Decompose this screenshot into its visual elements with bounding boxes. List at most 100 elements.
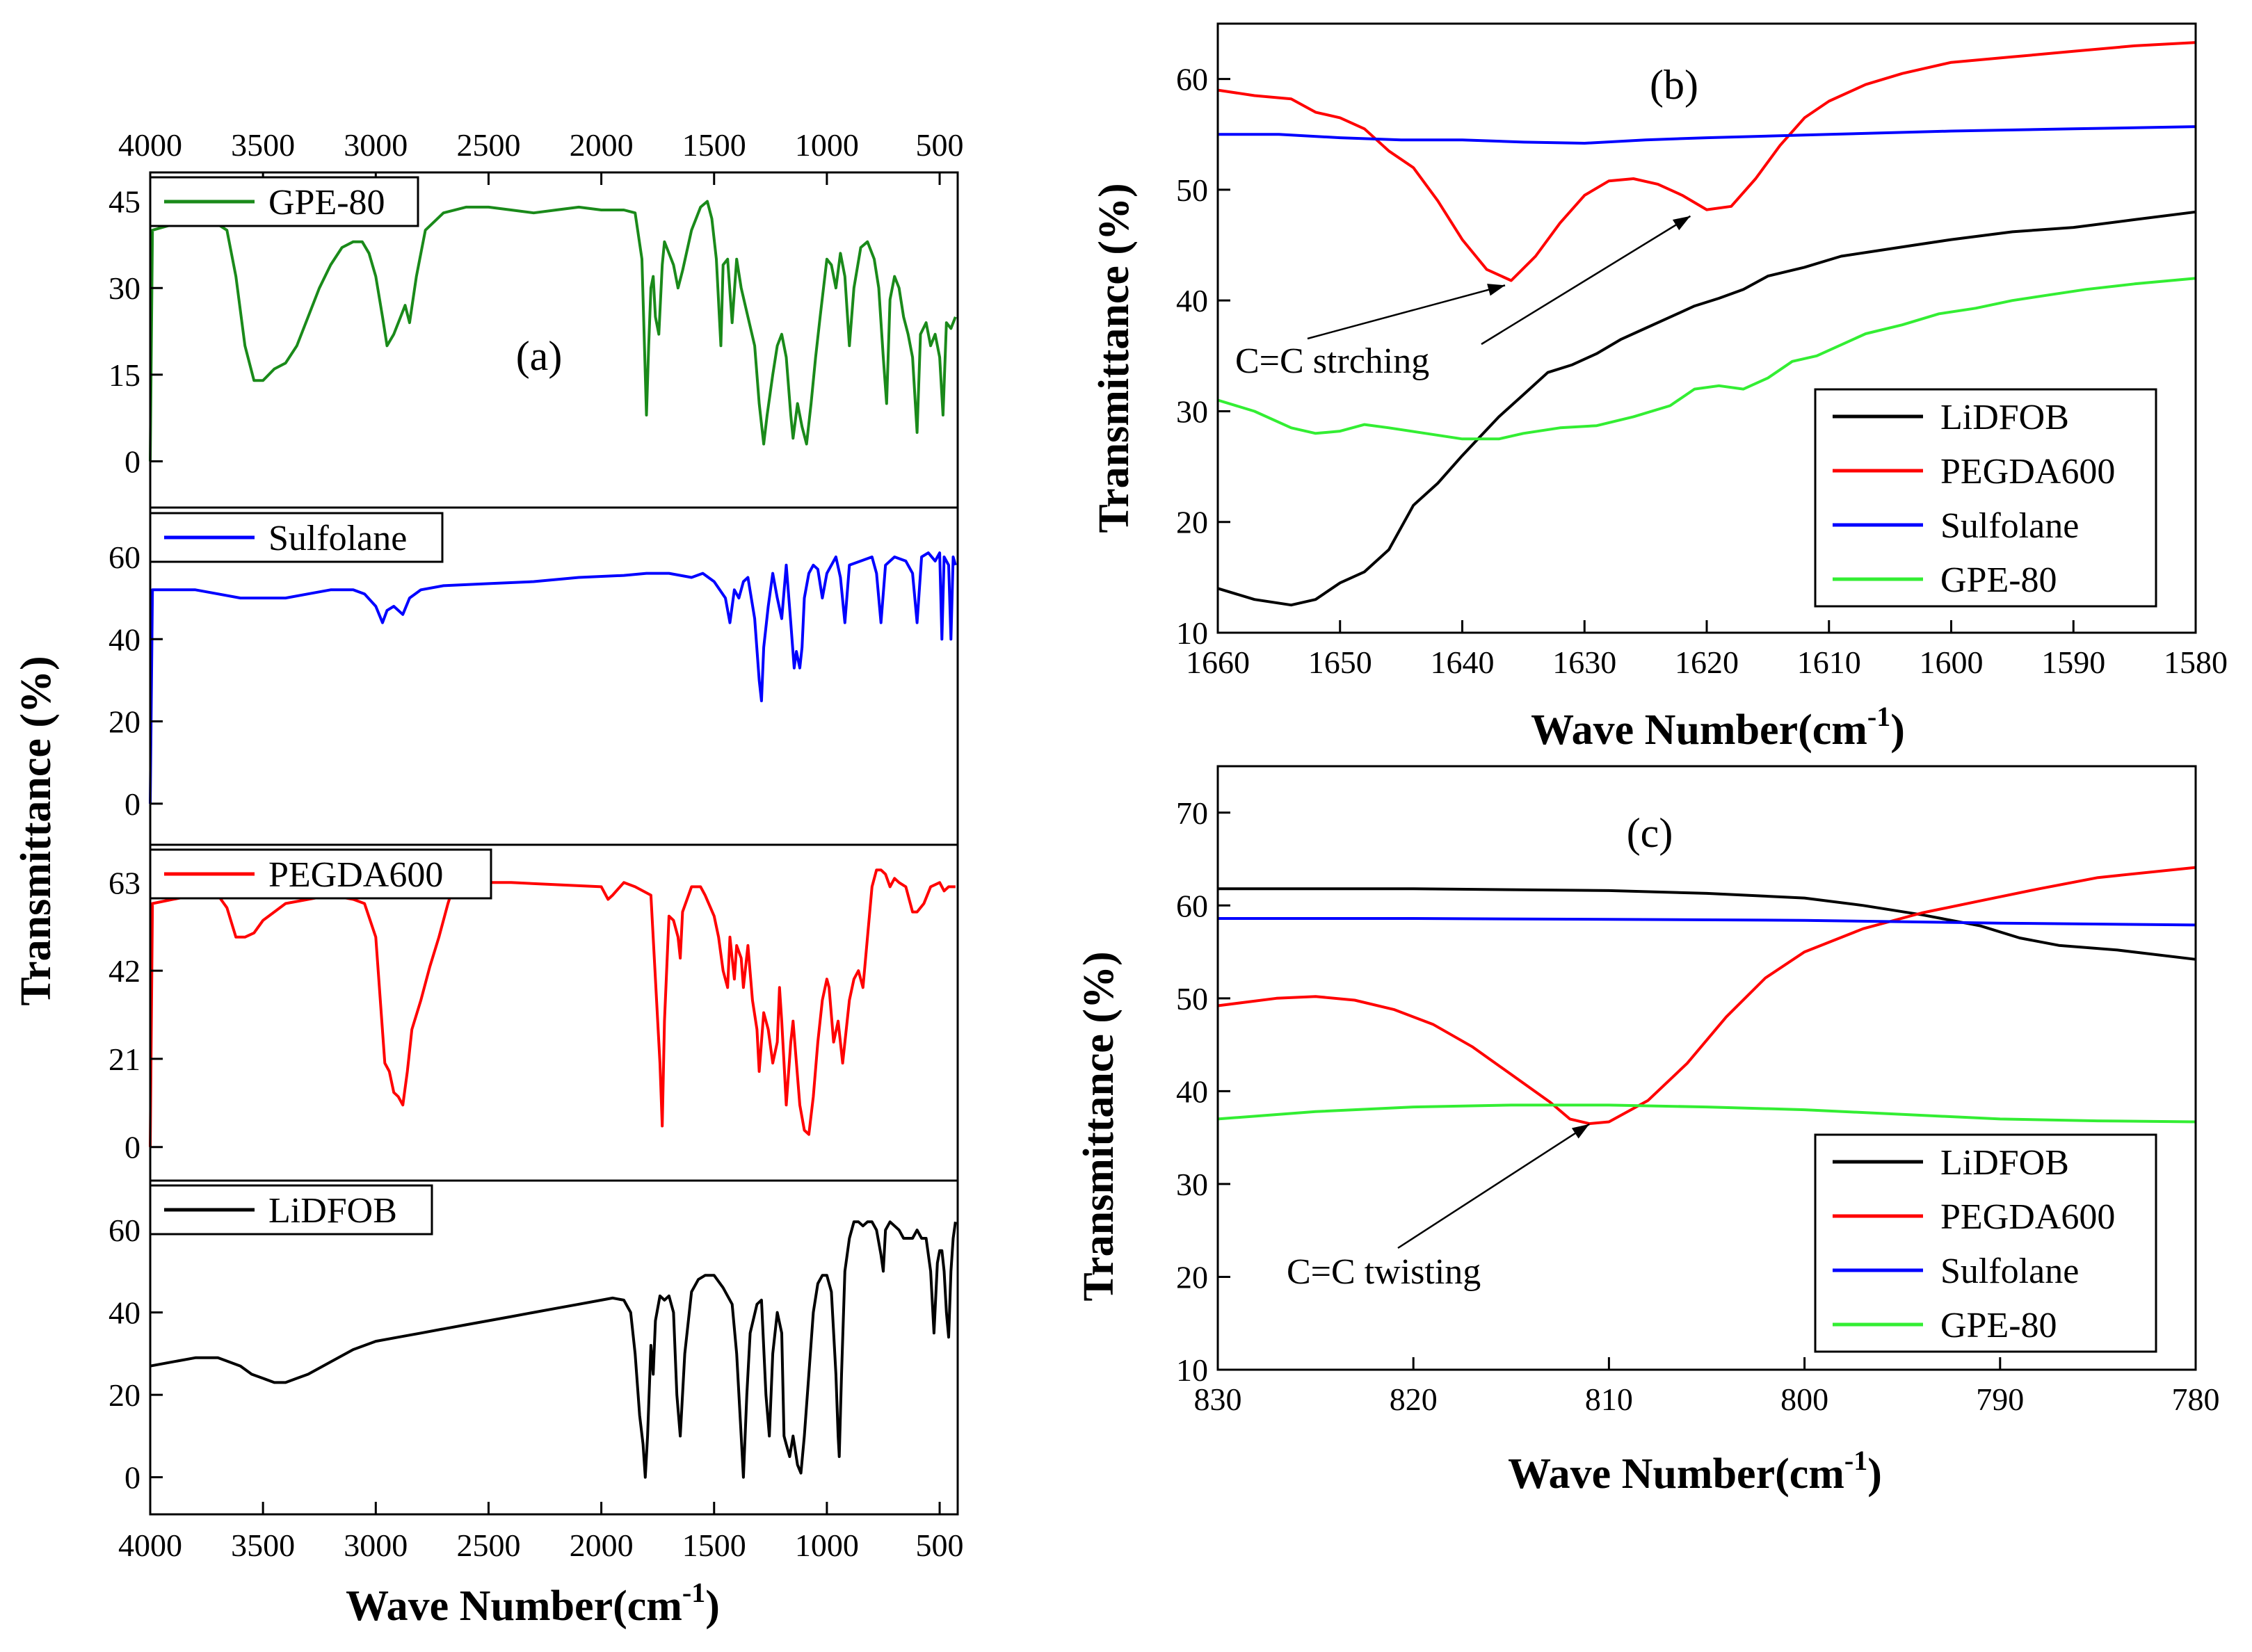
panel-b-label: (b) bbox=[1650, 62, 1698, 108]
series-line-sulfolane bbox=[149, 551, 957, 804]
x-tick-label: 4000 bbox=[118, 1528, 182, 1563]
x-tick-label: 1000 bbox=[795, 1528, 859, 1563]
x-tick-label: 2500 bbox=[456, 1528, 520, 1563]
series-line-sulfolane bbox=[1218, 917, 2196, 927]
y-tick-label: 15 bbox=[108, 357, 140, 393]
panel-c-y-axis-title: Transmittance (%) bbox=[1075, 951, 1123, 1301]
x-tick-label: 800 bbox=[1780, 1382, 1828, 1417]
panel-a-x-axis-title: Wave Number(cm-1) bbox=[346, 1577, 720, 1630]
y-tick-label: 20 bbox=[1176, 505, 1208, 540]
panel-a-label: (a) bbox=[516, 333, 563, 379]
series-line-gpe-80 bbox=[1217, 1103, 2196, 1124]
panel-c-frame bbox=[1216, 765, 2197, 1371]
y-tick-label: 50 bbox=[1176, 981, 1208, 1017]
panel-a-y-axis-title: Transmittance (%) bbox=[13, 656, 60, 1005]
y-tick-label: 0 bbox=[124, 444, 140, 480]
y-tick-label: 60 bbox=[1176, 888, 1208, 923]
series-line-gpe-80 bbox=[149, 200, 957, 462]
annotation-arrowhead bbox=[1487, 284, 1506, 296]
annotation-arrowhead bbox=[1571, 1124, 1590, 1139]
legend-label-gpe-80: GPE-80 bbox=[1940, 1306, 2057, 1345]
x-tick-label: 3000 bbox=[344, 1528, 408, 1563]
x-tick-label: 1630 bbox=[1552, 645, 1616, 680]
panel-c-label: (c) bbox=[1627, 810, 1673, 856]
y-tick-label: 20 bbox=[108, 1377, 140, 1413]
y-tick-label: 10 bbox=[1176, 1352, 1208, 1388]
y-tick-label: 0 bbox=[124, 1130, 140, 1165]
panel-b-x-axis-title: Wave Number(cm-1) bbox=[1531, 701, 1905, 754]
panel-b-chart: 1660 1650 1640 1630 1620 1610 1600 1590 1580 10 2… bbox=[1091, 22, 2228, 754]
panel-b-annotation-arrows bbox=[1307, 215, 1691, 346]
x-tick-label: 3500 bbox=[231, 1528, 295, 1563]
x-tick-label: 1650 bbox=[1308, 645, 1372, 680]
x-tick-label: 1640 bbox=[1431, 645, 1495, 680]
panel-c-annotation-arrows bbox=[1397, 1123, 1590, 1249]
x-tick-label: 820 bbox=[1390, 1382, 1438, 1417]
x-tick-label: 1660 bbox=[1186, 645, 1250, 680]
series-line-lidfob bbox=[1217, 210, 2196, 607]
y-tick-label: 42 bbox=[108, 953, 140, 989]
x-tick-label-top: 4000 bbox=[118, 127, 182, 163]
series-line-pegda600 bbox=[1217, 41, 2196, 282]
y-tick-label: 63 bbox=[108, 865, 140, 900]
annotation-arrowhead bbox=[1672, 216, 1691, 231]
legend-box bbox=[1814, 1133, 2157, 1353]
legend-label-lidfob: LiDFOB bbox=[1940, 398, 2069, 437]
y-tick-label: 0 bbox=[124, 1460, 140, 1496]
legend-label-sulfolane: Sulfolane bbox=[1940, 506, 2079, 546]
x-tick-label: 780 bbox=[2172, 1382, 2220, 1417]
panel-a-frame bbox=[149, 171, 959, 1516]
panel-b-y-axis-title: Transmittance (%) bbox=[1091, 183, 1138, 533]
y-tick-label: 21 bbox=[108, 1042, 140, 1077]
y-tick-label: 0 bbox=[124, 786, 140, 822]
y-tick-label: 45 bbox=[108, 184, 140, 220]
legend-label-pegda600: PEGDA600 bbox=[268, 855, 443, 895]
x-tick-label: 1620 bbox=[1675, 645, 1739, 680]
y-tick-label: 70 bbox=[1176, 795, 1208, 831]
x-tick-label: 790 bbox=[1976, 1382, 2024, 1417]
y-tick-label: 50 bbox=[1176, 172, 1208, 208]
legend-label-gpe-80: GPE-80 bbox=[268, 183, 385, 222]
series-line-gpe-80 bbox=[1217, 277, 2196, 441]
y-tick-label: 20 bbox=[1176, 1259, 1208, 1295]
legend-label-pegda600: PEGDA600 bbox=[1940, 1197, 2115, 1237]
x-tick-label-top: 3500 bbox=[231, 127, 295, 163]
y-tick-label: 20 bbox=[108, 704, 140, 740]
annotation-arrow bbox=[1481, 215, 1691, 346]
legend-label-lidfob: LiDFOB bbox=[1940, 1143, 2069, 1183]
y-tick-label: 40 bbox=[1176, 283, 1208, 318]
y-tick-label: 40 bbox=[1176, 1074, 1208, 1109]
y-tick-label: 10 bbox=[1176, 615, 1208, 651]
series-line-sulfolane bbox=[1218, 125, 2196, 145]
y-tick-label: 60 bbox=[108, 540, 140, 575]
y-tick-label: 60 bbox=[1176, 62, 1208, 97]
panel-c-annotation: C=C twisting bbox=[1287, 1252, 1481, 1292]
legend-box-sulfolane bbox=[149, 512, 444, 563]
x-tick-label-top: 1000 bbox=[795, 127, 859, 163]
x-tick-label: 1600 bbox=[1920, 645, 1984, 680]
x-tick-label-top: 1500 bbox=[682, 127, 746, 163]
y-tick-label: 30 bbox=[108, 270, 140, 306]
x-tick-label: 1590 bbox=[2041, 645, 2105, 680]
x-tick-label: 1500 bbox=[682, 1528, 746, 1563]
series-line-lidfob bbox=[1218, 887, 2196, 961]
y-tick-label: 30 bbox=[1176, 1167, 1208, 1202]
annotation-arrow bbox=[1307, 284, 1506, 340]
legend-label-sulfolane: Sulfolane bbox=[268, 519, 407, 558]
series-line-pegda600 bbox=[149, 868, 956, 1147]
x-tick-label-top: 2500 bbox=[456, 127, 520, 163]
x-tick-label: 810 bbox=[1585, 1382, 1633, 1417]
y-tick-label: 40 bbox=[108, 1295, 140, 1331]
series-line-lidfob bbox=[150, 1220, 957, 1479]
x-tick-label: 1580 bbox=[2164, 645, 2228, 680]
x-tick-label: 500 bbox=[916, 1528, 964, 1563]
panel-b-annotation: C=C strching bbox=[1235, 341, 1429, 381]
y-tick-label: 60 bbox=[108, 1213, 140, 1248]
panel-c-chart: 830 820 810 800 790 780 10 20 30 40 50 60 70 LiDFOB… bbox=[1075, 765, 2220, 1498]
x-tick-label: 1610 bbox=[1797, 645, 1861, 680]
x-tick-label: 2000 bbox=[570, 1528, 634, 1563]
panel-a-chart: 4000400035003500300030002500250020002000… bbox=[13, 127, 964, 1630]
series-line-pegda600 bbox=[1217, 866, 2196, 1126]
legend-label-pegda600: PEGDA600 bbox=[1940, 452, 2115, 492]
